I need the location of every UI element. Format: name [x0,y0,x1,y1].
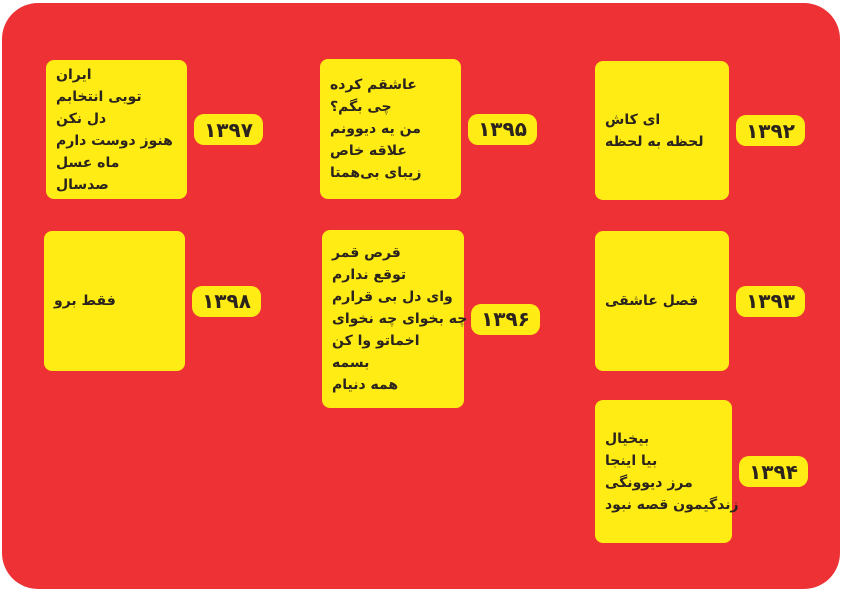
year-card-1392: ای کاش لحظه به لحظه ۱۳۹۲ [595,61,805,200]
song-title: ماه عسل [56,154,120,171]
song-title: لحظه به لحظه [605,133,704,150]
song-title: دل نکن [56,110,107,127]
year-card-1396: قرص قمر توقع ندارم وای دل بی قرارم چه بخوای… [322,230,540,408]
song-title: من یه دیوونم [330,121,421,137]
song-title: زندگیمون قصه نبود [605,496,739,513]
song-title: هنوز دوست دارم [56,132,173,149]
song-title: همه دنیام [332,377,399,393]
year-badge: ۱۳۹۵ [468,113,537,145]
song-title: فصل عاشقی [605,293,699,309]
song-title: زیبای بی‌همتا [330,165,422,181]
songs-box: فقط برو [44,231,185,371]
song-title: چه بخوای چه نخوای [332,311,468,327]
song-title: قرص قمر [332,245,401,261]
year-card-1394: بیخیال بیا اینجا مرز دیوونگی زندگیمون قصه ن… [595,400,808,543]
songs-box: فصل عاشقی [595,231,729,371]
year-badge: ۱۳۹۸ [192,285,261,317]
timeline-board: ای کاش لحظه به لحظه ۱۳۹۲ فصل عاشقی ۱۳۹۳ ب… [2,3,840,589]
song-title: ایران [56,66,92,83]
song-title: چی بگم؟ [330,99,392,115]
song-title: بیا اینجا [605,452,658,469]
year-card-1398: فقط برو ۱۳۹۸ [44,231,261,371]
songs-box: ای کاش لحظه به لحظه [595,61,729,200]
song-title: بیخیال [605,430,650,447]
year-card-1393: فصل عاشقی ۱۳۹۳ [595,231,805,371]
year-badge: ۱۳۹۴ [739,456,808,487]
song-title: اخماتو وا کن [332,333,420,349]
year-badge: ۱۳۹۶ [471,303,540,335]
year-badge: ۱۳۹۲ [736,115,805,146]
songs-box: ایران تویی انتخابم دل نکن هنوز دوست دارم ماه… [46,60,187,199]
year-badge: ۱۳۹۳ [736,285,805,317]
song-title: توقع ندارم [332,267,407,283]
song-title: تویی انتخابم [56,88,142,105]
songs-box: بیخیال بیا اینجا مرز دیوونگی زندگیمون قصه ن… [595,400,739,543]
song-title: وای دل بی قرارم [332,289,453,305]
year-card-1397: ایران تویی انتخابم دل نکن هنوز دوست دارم ماه… [46,60,263,199]
song-title: علاقه خاص [330,143,407,159]
song-title: ای کاش [605,111,661,128]
songs-box: عاشقم کرده چی بگم؟ من یه دیوونم علاقه خاص زی… [320,59,461,199]
year-card-1395: عاشقم کرده چی بگم؟ من یه دیوونم علاقه خاص زی… [320,59,537,199]
song-title: عاشقم کرده [330,77,417,93]
song-title: صدسال [56,176,109,193]
song-title: فقط برو [54,293,116,309]
year-badge: ۱۳۹۷ [194,114,263,145]
songs-box: قرص قمر توقع ندارم وای دل بی قرارم چه بخوای… [322,230,468,408]
song-title: بسمه [332,355,370,371]
song-title: مرز دیوونگی [605,474,693,491]
